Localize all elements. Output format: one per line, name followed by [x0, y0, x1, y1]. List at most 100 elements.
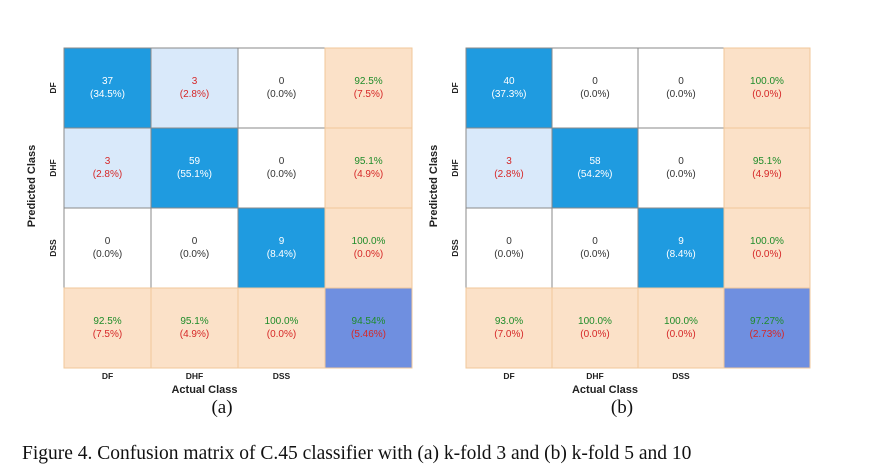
panel-a-cell-2-0 — [63, 207, 152, 289]
panel-b-cell-2-2-value: 9 — [678, 236, 684, 247]
panel-b-row-summary-1 — [723, 127, 811, 209]
panel-b-cell-1-1-percent: (54.2%) — [577, 169, 612, 180]
panel-a-cell-2-0-value: 0 — [105, 236, 111, 247]
panel-b-x-tick-dhf: DHF — [586, 371, 603, 381]
panel-b-row-summary-2-value: 100.0% — [750, 236, 784, 247]
panel-a-y-tick-df: DF — [48, 82, 58, 93]
panel-b-row-summary-1-value: 95.1% — [753, 156, 781, 167]
panel-b-cell-0-0-percent: (37.3%) — [491, 89, 526, 100]
panel-a-y-tick-dss: DSS — [48, 239, 58, 257]
panel-a-cell-0-1-value: 3 — [192, 76, 198, 87]
panel-b-row-summary-1-percent: (4.9%) — [752, 169, 781, 180]
panel-b-cell-1-0 — [465, 127, 553, 209]
panel-a-col-summary-2-value: 100.0% — [265, 316, 299, 327]
panel-b-col-summary-0-value: 93.0% — [495, 316, 523, 327]
panel-a-cell-1-1-percent: (55.1%) — [177, 169, 212, 180]
panel-b-cell-2-1 — [551, 207, 639, 289]
panel-b-cell-2-0-percent: (0.0%) — [494, 249, 523, 260]
panel-a-col-summary-2 — [237, 287, 326, 369]
panel-a-cell-1-2-percent: (0.0%) — [267, 169, 296, 180]
panel-b-x-tick-dss: DSS — [672, 371, 690, 381]
panel-b-row-summary-2 — [723, 207, 811, 289]
panel-a-row-summary-1-value: 95.1% — [354, 156, 382, 167]
panel-b-cell-0-2-value: 0 — [678, 76, 684, 87]
panel-b-cell-0-2-percent: (0.0%) — [666, 89, 695, 100]
panel-b-row-summary-0-value: 100.0% — [750, 76, 784, 87]
panel-a-cell-1-1 — [150, 127, 239, 209]
panel-b-y-axis-title: Predicted Class — [428, 145, 440, 228]
panel-a-x-tick-dss: DSS — [273, 371, 291, 381]
panel-a-row-summary-1-percent: (4.9%) — [354, 169, 383, 180]
panel-b-cell-1-2-value: 0 — [678, 156, 684, 167]
panel-b-cell-2-2 — [637, 207, 725, 289]
panel-b-cell-2-0 — [465, 207, 553, 289]
panel-a-y-axis-title: Predicted Class — [26, 145, 38, 228]
panel-b-cell-1-1-value: 58 — [589, 156, 601, 167]
panel-a-col-summary-1-percent: (4.9%) — [180, 329, 209, 340]
panel-a-cell-0-2 — [237, 47, 326, 129]
panel-a-row-summary-2-value: 100.0% — [352, 236, 386, 247]
panel-b-overall-cell-value: 97.27% — [750, 316, 784, 327]
panel-b-cell-0-1-value: 0 — [592, 76, 598, 87]
panel-b-label: (b) — [611, 397, 633, 418]
panel-a-y-tick-dhf: DHF — [48, 159, 58, 176]
panel-a-cell-2-1 — [150, 207, 239, 289]
panel-a-cell-0-2-percent: (0.0%) — [267, 89, 296, 100]
panel-a-row-summary-1 — [324, 127, 413, 209]
panel-a-row-summary-0-value: 92.5% — [354, 76, 382, 87]
panel-b-col-summary-2 — [637, 287, 725, 369]
panel-b-overall-cell-percent: (2.73%) — [749, 329, 784, 340]
panel-a-cell-1-0 — [63, 127, 152, 209]
panel-b-y-tick-dss: DSS — [450, 239, 460, 257]
panel-b-cell-1-1 — [551, 127, 639, 209]
panel-b-col-summary-2-value: 100.0% — [664, 316, 698, 327]
panel-a-cell-0-1 — [150, 47, 239, 129]
panel-b-cell-1-2-percent: (0.0%) — [666, 169, 695, 180]
panel-a-row-summary-0-percent: (7.5%) — [354, 89, 383, 100]
panel-a-col-summary-2-percent: (0.0%) — [267, 329, 296, 340]
panel-b-overall-cell — [723, 287, 811, 369]
panel-b-x-axis-title: Actual Class — [572, 384, 638, 396]
panel-a-cell-2-0-percent: (0.0%) — [93, 249, 122, 260]
panel-b-cell-1-2 — [637, 127, 725, 209]
panel-b-col-summary-1 — [551, 287, 639, 369]
panel-b-row-summary-0 — [723, 47, 811, 129]
panel-a-label: (a) — [211, 397, 232, 418]
panel-a-row-summary-2-percent: (0.0%) — [354, 249, 383, 260]
panel-b-col-summary-0 — [465, 287, 553, 369]
panel-b-cell-0-0-value: 40 — [503, 76, 515, 87]
panel-a-cell-2-2-value: 9 — [279, 236, 285, 247]
panel-a-cell-2-1-value: 0 — [192, 236, 198, 247]
panel-a-cell-1-2 — [237, 127, 326, 209]
panel-a-x-axis-title: Actual Class — [171, 384, 237, 396]
panel-a-row-summary-0 — [324, 47, 413, 129]
panel-b-cell-2-2-percent: (8.4%) — [666, 249, 695, 260]
panel-b-cell-0-0 — [465, 47, 553, 129]
panel-b-cell-0-1-percent: (0.0%) — [580, 89, 609, 100]
panel-a-overall-cell — [324, 287, 413, 369]
panel-b-col-summary-0-percent: (7.0%) — [494, 329, 523, 340]
figure-caption: Figure 4. Confusion matrix of C.45 class… — [22, 443, 692, 464]
panel-a-col-summary-1 — [150, 287, 239, 369]
panel-a-cell-1-0-value: 3 — [105, 156, 111, 167]
panel-b-y-tick-df: DF — [450, 82, 460, 93]
panel-a-cell-2-1-percent: (0.0%) — [180, 249, 209, 260]
panel-b-cell-2-1-value: 0 — [592, 236, 598, 247]
panel-a-cell-2-2-percent: (8.4%) — [267, 249, 296, 260]
panel-b-y-tick-dhf: DHF — [450, 159, 460, 176]
panel-b-cell-2-1-percent: (0.0%) — [580, 249, 609, 260]
panel-b-col-summary-2-percent: (0.0%) — [666, 329, 695, 340]
panel-a-cell-0-0-value: 37 — [102, 76, 114, 87]
panel-b-row-summary-2-percent: (0.0%) — [752, 249, 781, 260]
panel-b-x-tick-df: DF — [503, 371, 514, 381]
panel-b-cell-2-0-value: 0 — [506, 236, 512, 247]
panel-a-overall-cell-percent: (5.46%) — [351, 329, 386, 340]
panel-b-cell-0-2 — [637, 47, 725, 129]
panel-b-row-summary-0-percent: (0.0%) — [752, 89, 781, 100]
panel-a-col-summary-0 — [63, 287, 152, 369]
panel-a-cell-0-1-percent: (2.8%) — [180, 89, 209, 100]
panel-a-cell-1-2-value: 0 — [279, 156, 285, 167]
panel-a-cell-1-1-value: 59 — [189, 156, 201, 167]
panel-a-col-summary-1-value: 95.1% — [180, 316, 208, 327]
